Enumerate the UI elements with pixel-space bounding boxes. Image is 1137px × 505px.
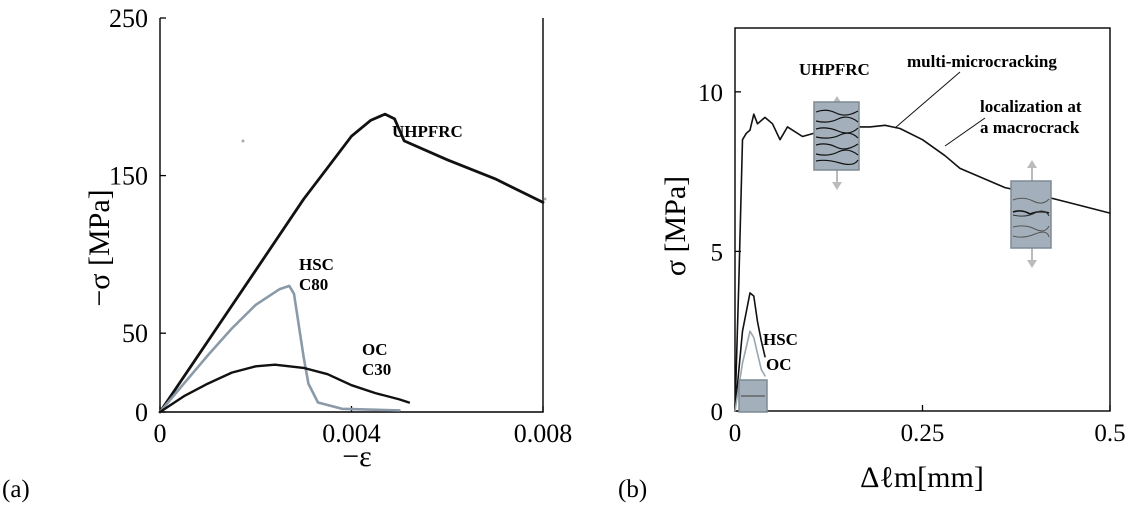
a-label-uhpfrc: UHPFRC	[392, 122, 463, 141]
x-tick-label: 0	[729, 420, 742, 447]
specimen-icon-macrocrack	[1010, 160, 1052, 268]
a-y-axis-label: −σ [MPa]	[83, 189, 116, 306]
b-x-axis-label: Δℓm[mm]	[860, 461, 984, 494]
x-tick-label: 0.008	[514, 419, 573, 448]
series-line-uhpfrc	[158, 112, 545, 414]
x-tick-label: 0.004	[322, 419, 381, 448]
x-tick-label: 0.25	[901, 420, 945, 447]
chart-b: 0 0.25 0.5 0 5 10	[618, 27, 1126, 503]
b-label-multi: multi-microcracking	[907, 52, 1057, 71]
y-tick-label: 50	[122, 319, 148, 348]
a-label-hsc: HSC	[299, 255, 334, 274]
chart-a: 0 0.004 0.008 0 50 150 250 UHPFRC HSC C80 OC C…	[2, 4, 572, 503]
y-tick-label: 150	[109, 162, 148, 191]
a-x-axis-label: −ε	[342, 440, 372, 473]
series-line-hsc	[734, 292, 766, 412]
series-line-oc-c30	[158, 363, 411, 414]
x-tick-label: 0.5	[1094, 420, 1125, 447]
b-y-axis-label: σ [MPa]	[659, 176, 692, 276]
b-label-oc: OC	[766, 355, 792, 374]
leader-line-local	[944, 117, 986, 147]
b-label-uhpfrc: UHPFRC	[799, 60, 870, 79]
y-tick-label: 250	[109, 4, 148, 33]
chart-a-series	[158, 112, 545, 414]
chart-b-ticks: 0 0.25 0.5 0 5 10	[698, 80, 1126, 447]
y-tick-label: 0	[135, 398, 148, 427]
chart-a-artifacts	[241, 139, 547, 201]
series-line-hsc-c80	[158, 284, 401, 414]
stray-dot	[241, 139, 245, 143]
a-label-c30: C30	[362, 360, 391, 379]
y-tick-label: 10	[698, 80, 723, 107]
b-label-hsc: HSC	[763, 330, 798, 349]
a-panel-label: (a)	[2, 476, 30, 503]
y-tick-label: 5	[711, 239, 724, 266]
leader-line-multi	[894, 71, 961, 129]
specimen-icon-small	[738, 379, 768, 413]
specimen-icon-multicrack	[813, 96, 860, 190]
b-panel-label: (b)	[618, 476, 647, 503]
stray-dot	[543, 197, 547, 201]
series-line-oc	[734, 330, 766, 412]
chart-b-frame	[734, 27, 1111, 412]
a-label-c80: C80	[299, 275, 328, 294]
y-tick-label: 0	[711, 399, 724, 426]
b-label-local1: localization at	[980, 97, 1082, 116]
x-tick-label: 0	[154, 419, 167, 448]
chart-a-ticks: 0 0.004 0.008 0 50 150 250	[109, 4, 572, 448]
a-label-oc: OC	[362, 340, 388, 359]
chart-a-frame	[159, 18, 544, 413]
b-label-local2: a macrocrack	[980, 118, 1080, 137]
